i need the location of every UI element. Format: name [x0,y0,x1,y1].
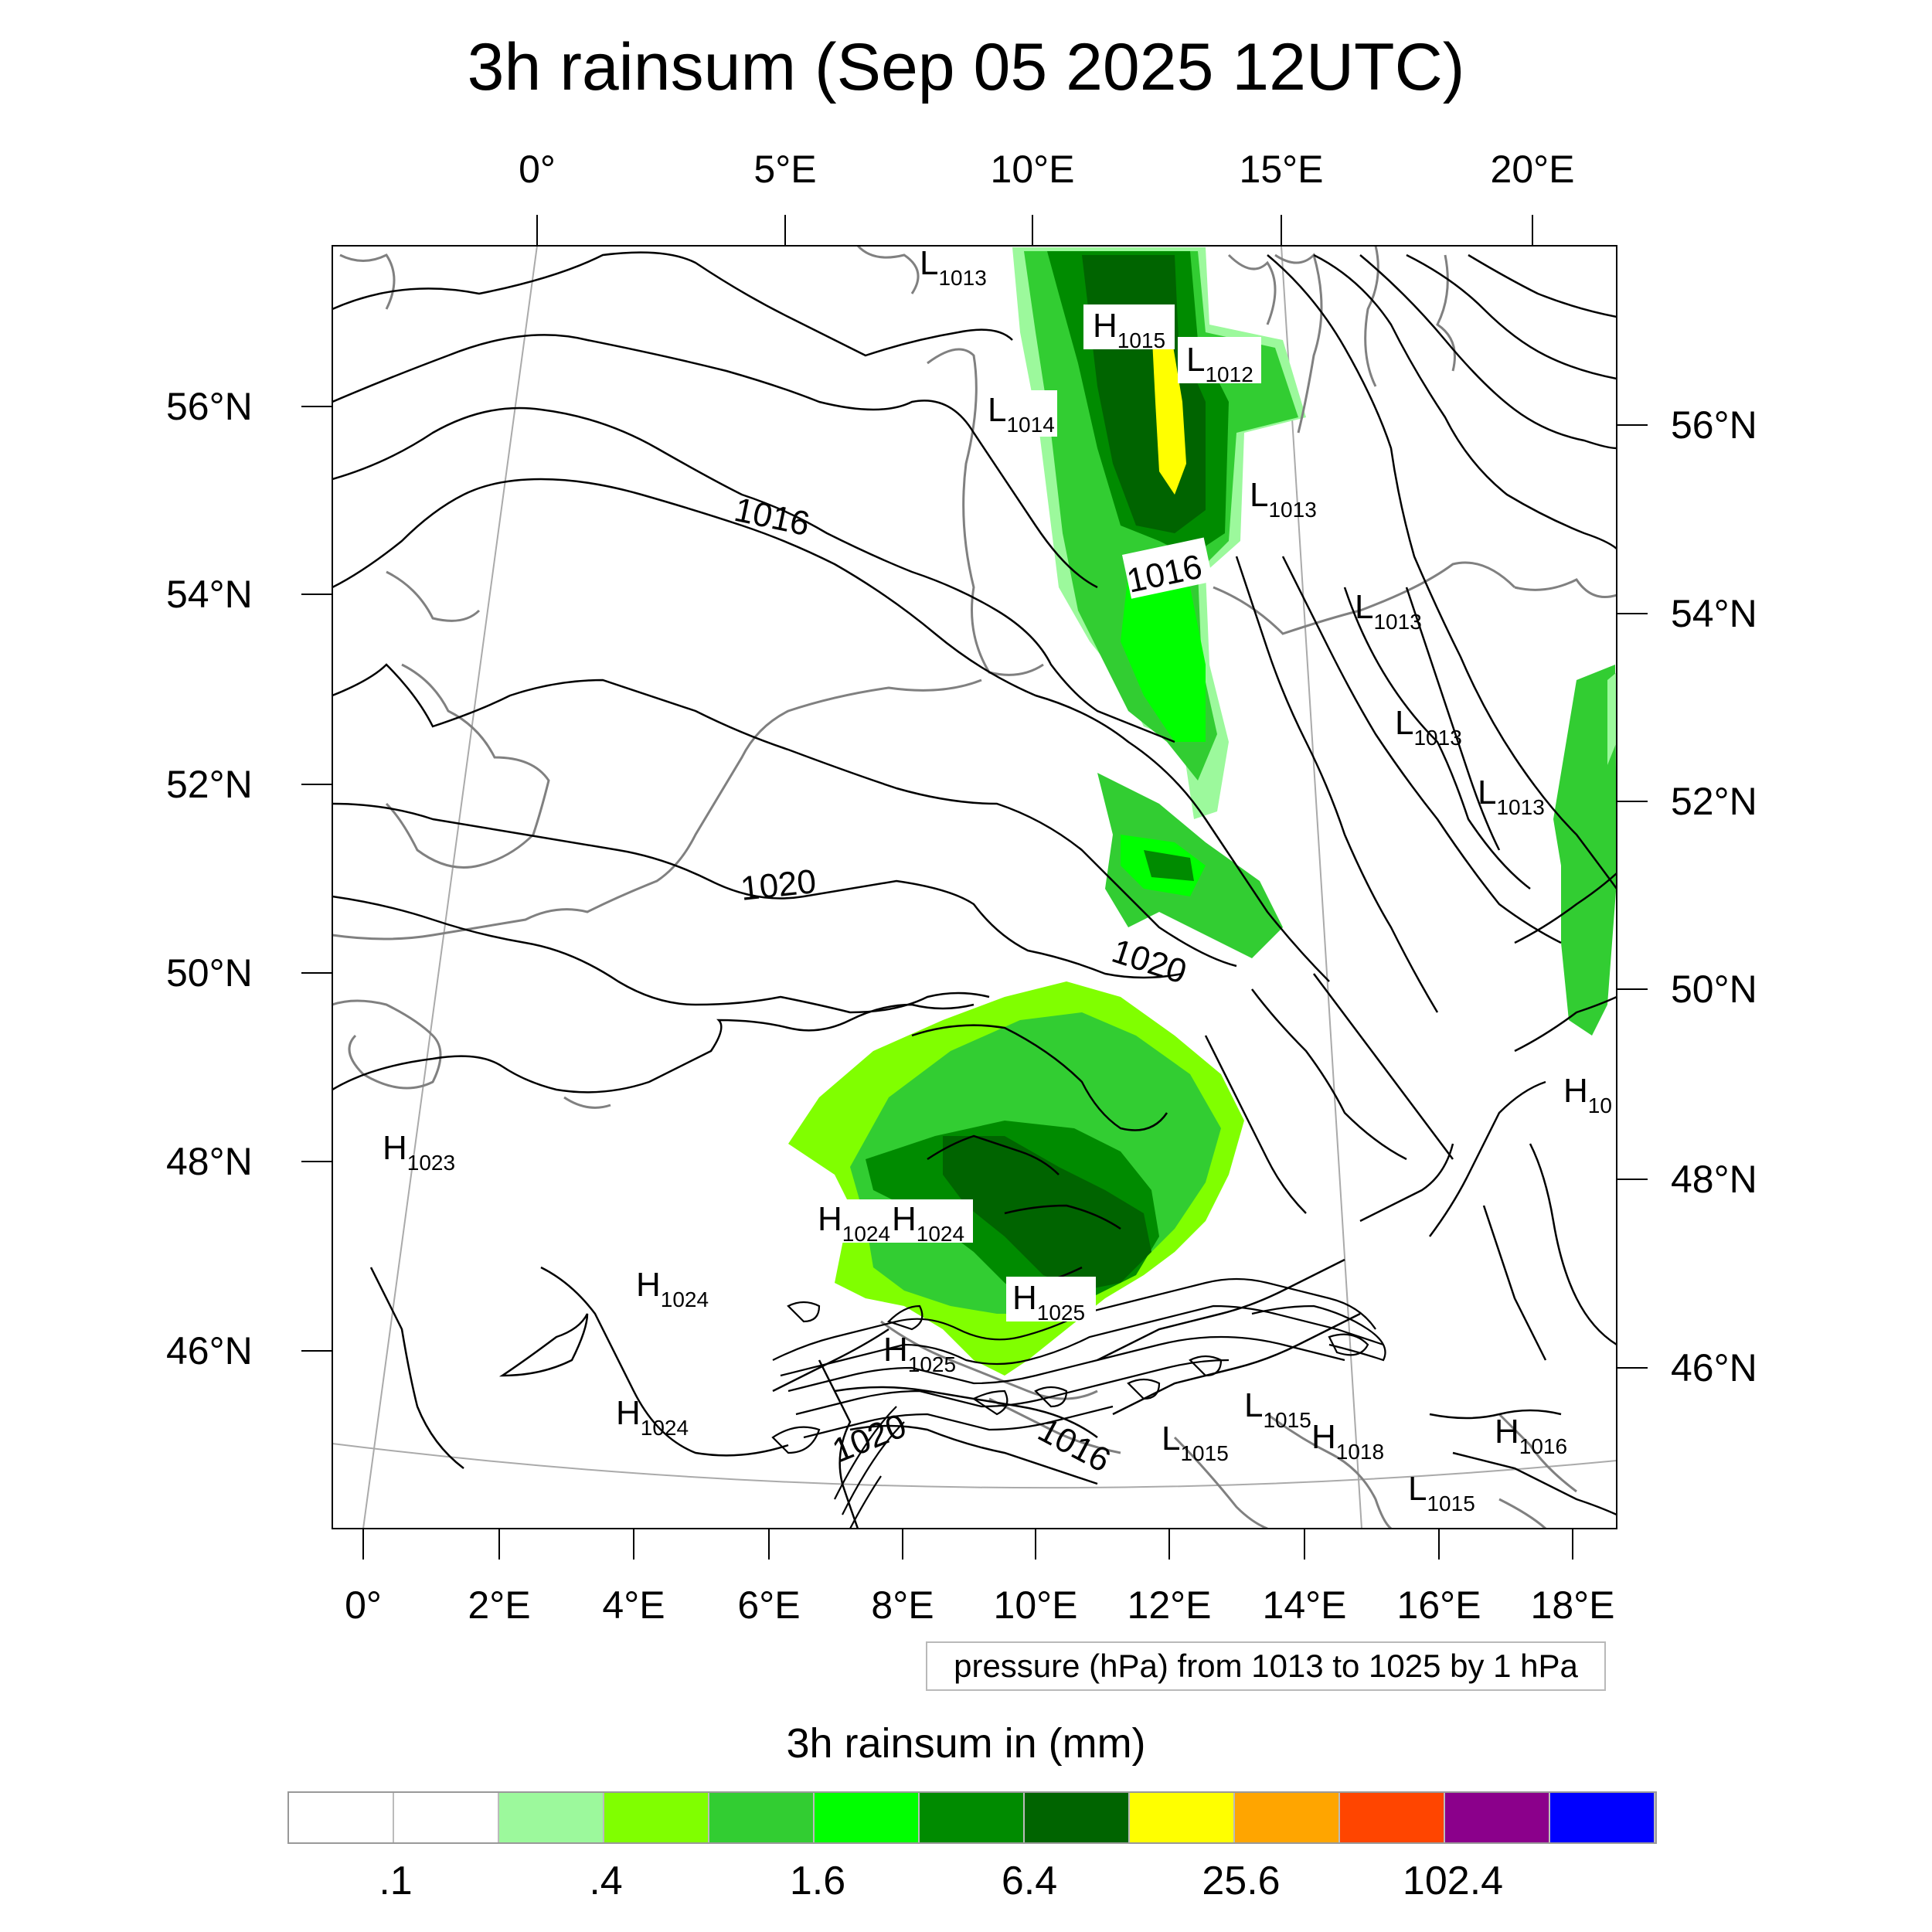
legend-tick-label-6-4: 6.4 [1001,1859,1058,1903]
bottom-axis-label-12e: 12°E [1127,1583,1212,1627]
rainfall-shading [788,247,1617,1376]
bottom-axis-label-10e: 10°E [993,1583,1078,1627]
isobar-label-1016-a: 1016 [731,491,813,543]
right-axis-label-56n: 56°N [1671,403,1757,447]
right-axis-label-46n: 46°N [1671,1346,1757,1389]
isobar-label-1020-b: 1020 [1107,932,1191,992]
left-axis-label-50n: 50°N [166,951,253,995]
pressure-center-high-17: H1018 [1311,1418,1384,1464]
rain-band-north-extreme [1151,325,1186,495]
pressure-center-high-12: H1024 [616,1394,689,1440]
left-axis-label-56n: 56°N [166,385,253,428]
legend-swatch-3 [604,1793,709,1842]
pressure-center-high-11: H1024 [636,1266,709,1311]
left-axis-label-54n: 54°N [166,573,253,616]
legend-tick-label-0-1: .1 [379,1859,413,1903]
pressure-center-high-1: H1015 [1093,307,1165,352]
legend-tick-label-1-6: 1.6 [789,1859,846,1903]
rain-band-east-light [1607,672,1617,765]
legend-tick-label-25-6: 25.6 [1202,1859,1281,1903]
top-axis-label-0: 0° [519,148,556,191]
pressure-center-low-16: L1015 [1244,1386,1311,1432]
pressure-center-low-5: L1013 [1355,588,1422,634]
legend-swatch-5 [815,1793,920,1842]
left-axis-label-46n: 46°N [166,1329,253,1372]
legend-swatch-12 [1550,1793,1655,1842]
pressure-centers: L1013 H1015 L1012 L1014 L1013 L1013 L1013 L1013… [383,244,1612,1515]
bottom-axis-label-8e: 8°E [871,1583,934,1627]
pressure-center-low-6: L1013 [1395,704,1462,750]
pressure-center-boxes [811,304,1261,1321]
map-title: 3h rainsum (Sep 05 2025 12UTC) [467,30,1465,104]
legend-swatch-9 [1235,1793,1340,1842]
rain-band-east [1553,665,1617,1036]
top-axis-label-5e: 5°E [753,148,817,191]
isobar-label-1020-a: 1020 [739,862,818,908]
isobar-label-1016-c: 1016 [1032,1411,1116,1480]
legend-swatch-0 [289,1793,394,1842]
legend-swatch-2 [499,1793,604,1842]
rain-band-north-bright [1121,572,1206,742]
top-axis-label-10e: 10°E [990,148,1075,191]
top-axis-label-20e: 20°E [1490,148,1575,191]
pressure-center-low-7: L1013 [1478,774,1545,819]
pressure-center-high-8: H1023 [383,1129,455,1175]
isobars [332,251,1617,1529]
isobar-label-1020-c: 1020 [827,1406,911,1470]
legend-swatch-1 [394,1793,499,1842]
pressure-center-high-10: H1024 [892,1200,964,1246]
legend-swatch-7 [1025,1793,1130,1842]
bottom-axis-label-0: 0° [345,1583,382,1627]
pressure-center-low-0: L1013 [920,244,987,290]
graticule [332,246,1617,1529]
bottom-axis-label-6e: 6°E [737,1583,801,1627]
rain-band-mid-dark [1144,850,1194,881]
legend-swatch-8 [1130,1793,1235,1842]
pressure-center-low-3: L1014 [988,391,1055,437]
bottom-axis-label-14e: 14°E [1262,1583,1347,1627]
pressure-center-high-9: H1024 [818,1200,890,1246]
pressure-center-low-2: L1012 [1186,341,1253,386]
map-frame [332,245,1617,1529]
left-axis-label-48n: 48°N [166,1140,253,1183]
right-axis-label-50n: 50°N [1671,968,1757,1011]
pressure-info-box: pressure (hPa) from 1013 to 1025 by 1 hP… [926,1641,1606,1691]
bottom-axis-label-16e: 16°E [1396,1583,1481,1627]
legend-swatch-10 [1340,1793,1445,1842]
pressure-center-low-15: L1015 [1162,1420,1229,1465]
pressure-center-high-18: H1016 [1495,1413,1567,1458]
right-axis-label-54n: 54°N [1671,592,1757,635]
bottom-axis-label-4e: 4°E [602,1583,665,1627]
pressure-center-high-20: H10 [1563,1072,1612,1117]
bottom-axis-label-2e: 2°E [468,1583,531,1627]
pressure-center-low-19: L1015 [1408,1470,1475,1515]
legend-swatch-4 [709,1793,815,1842]
top-axis-label-15e: 15°E [1239,148,1324,191]
pressure-center-high-14: H1025 [883,1331,956,1376]
rain-band-south-heavy [943,1136,1151,1291]
legend-title: 3h rainsum in (mm) [786,1720,1146,1767]
bottom-axis-label-18e: 18°E [1530,1583,1615,1627]
left-axis-label-52n: 52°N [166,763,253,806]
legend-tick-label-0-4: .4 [589,1859,623,1903]
legend-tick-label-102-4: 102.4 [1402,1859,1504,1903]
legend-swatch-6 [920,1793,1025,1842]
right-axis-label-52n: 52°N [1671,780,1757,823]
pressure-center-low-4: L1013 [1250,476,1317,522]
tick-marks [301,215,1648,1560]
legend-swatch-11 [1445,1793,1550,1842]
right-axis-label-48n: 48°N [1671,1158,1757,1201]
legend-colorbar [287,1791,1657,1844]
pressure-center-high-13: H1025 [1012,1279,1085,1325]
